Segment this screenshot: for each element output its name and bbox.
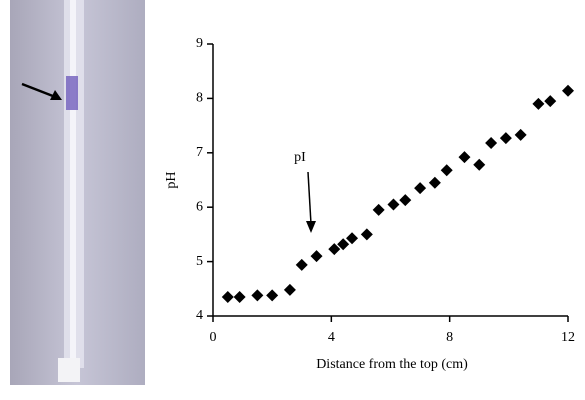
point [562,84,574,97]
annotation: pI [294,150,306,165]
y-axis-label: pH [164,171,179,188]
point [387,198,400,211]
point [372,203,385,216]
x-tick-label: 12 [561,330,575,345]
point [251,289,264,302]
point [514,128,527,141]
y-tick-label: 8 [196,91,203,106]
point [221,290,234,303]
point [233,290,246,303]
point [473,158,486,171]
point [283,283,296,296]
point [544,95,557,108]
point [414,182,427,195]
point [337,238,350,251]
point [310,250,323,263]
y-tick-label: 4 [196,308,203,323]
tube-photo [10,0,145,385]
point [295,258,308,271]
point [399,194,412,207]
y-tick-label: 9 [196,36,203,51]
y-tick-label: 5 [196,254,203,269]
x-tick-label: 4 [328,330,335,345]
point [346,232,359,245]
x-axis-label: Distance from the top (cm) [316,357,468,372]
x-tick-label: 8 [446,330,453,345]
point [499,132,512,145]
point [485,137,498,150]
point [328,243,341,256]
y-tick-label: 7 [196,145,203,160]
point [532,97,545,110]
point [266,289,279,302]
y-tick-label: 6 [196,199,203,214]
point [440,164,453,177]
point [428,176,441,189]
point [360,228,373,241]
point [458,151,471,164]
x-tick-label: 0 [210,330,217,345]
annotation-arrow [306,171,316,233]
